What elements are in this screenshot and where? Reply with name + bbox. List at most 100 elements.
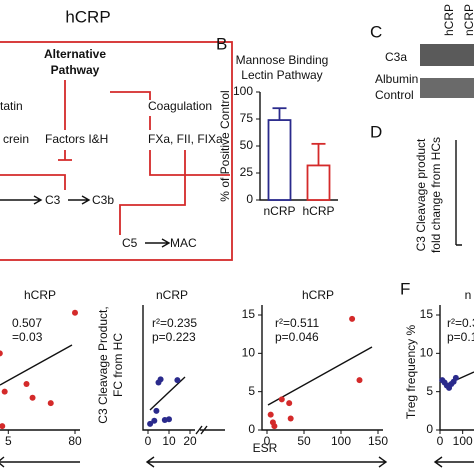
panel-f: F Treg frequency % n r²=0.3p=0.1 0 100 0 5 10 1… xyxy=(400,279,474,468)
point xyxy=(166,416,172,423)
y-tick-label: 100 xyxy=(233,84,253,98)
plot-title: hCRP xyxy=(24,288,56,302)
point xyxy=(0,350,3,357)
x-tick-label: 20 xyxy=(183,434,197,448)
row-label: Albumin xyxy=(375,72,418,86)
axis-label: Treg frequency % xyxy=(404,325,418,420)
x-tick-label: 80 xyxy=(68,434,82,448)
panel-b: B Mannose Binding Lectin Pathway % of Po… xyxy=(216,34,338,218)
stat-label: r²=0.511 xyxy=(275,316,319,330)
arrow xyxy=(0,150,230,235)
x-tick-label: hCRP xyxy=(302,204,334,218)
y-tick-label: 0 xyxy=(426,422,433,436)
x-tick-label: 5 xyxy=(5,434,12,448)
axis xyxy=(455,140,462,246)
lane-label: nCRP xyxy=(462,4,474,36)
stat-label: =0.03 xyxy=(12,330,43,344)
point xyxy=(47,400,54,407)
arrow xyxy=(433,456,474,468)
label: tatin xyxy=(0,99,23,113)
point xyxy=(157,376,164,383)
x-tick-label: 0 xyxy=(145,434,152,448)
label: Alternative xyxy=(44,47,106,61)
y-tick-label: 50 xyxy=(240,138,254,152)
label: FXa, FII, FIXa xyxy=(148,132,223,146)
bar xyxy=(306,164,331,201)
x-tick-label: 50 xyxy=(297,434,311,448)
plot-title: hCRP xyxy=(302,288,334,302)
point xyxy=(271,423,278,430)
panel-label: F xyxy=(400,279,410,298)
row-label: C3a xyxy=(385,50,407,64)
x-tick-label: 100 xyxy=(331,434,351,448)
label: Pathway xyxy=(51,63,100,77)
point xyxy=(174,377,181,384)
y-tick-label: 0 xyxy=(248,422,255,436)
axis xyxy=(142,305,195,431)
y-tick-label: 10 xyxy=(242,346,256,360)
stat-label: p=0.1 xyxy=(447,330,474,344)
panel-title: hCRP xyxy=(65,7,110,26)
stat-label: p=0.223 xyxy=(152,330,196,344)
y-tick-label: 25 xyxy=(240,165,254,179)
stat-label: r²=0.3 xyxy=(447,316,474,330)
point xyxy=(23,381,30,387)
point xyxy=(356,377,363,384)
axis-label: ESR xyxy=(253,441,278,455)
blot-band xyxy=(420,44,474,66)
axis-label: % of Positive Control xyxy=(218,90,232,201)
panel-c: C hCRP nCRP C3a Albumin Control xyxy=(370,4,474,102)
panel-label: D xyxy=(370,122,382,141)
box xyxy=(0,41,233,261)
chart-title: Lectin Pathway xyxy=(241,68,322,82)
axis-label: C3 Cleavage product xyxy=(414,138,428,251)
axis xyxy=(0,429,80,431)
fit-line xyxy=(0,344,73,386)
label: Coagulation xyxy=(148,99,212,113)
axis-label: FC from HC xyxy=(111,333,125,397)
point xyxy=(0,423,6,430)
stat-label: 0.507 xyxy=(12,316,42,330)
row-label: Control xyxy=(375,88,414,102)
lane-label: hCRP xyxy=(442,4,456,36)
point xyxy=(147,420,154,427)
label: crein xyxy=(3,132,29,146)
label: C5 xyxy=(122,236,138,250)
point xyxy=(349,315,356,322)
panel-e: C3 Cleavage Product, FC from HC ESR hCRP… xyxy=(0,288,388,468)
label: MAC xyxy=(170,236,197,250)
plot-title: nCRP xyxy=(156,288,188,302)
bar xyxy=(267,119,292,201)
x-tick-label: 0 xyxy=(264,434,271,448)
x-tick-label: 10 xyxy=(162,434,176,448)
panel-d: D C3 Cleavage product fold change from H… xyxy=(370,122,462,253)
stat-label: r²=0.235 xyxy=(152,316,197,330)
point xyxy=(278,396,285,403)
y-tick-label: 5 xyxy=(426,384,433,398)
point xyxy=(267,411,274,418)
y-tick-label: 0 xyxy=(246,192,253,206)
label: C3b xyxy=(92,193,114,207)
y-tick-label: 75 xyxy=(240,111,254,125)
y-tick-label: 10 xyxy=(420,346,434,360)
axis-break xyxy=(195,425,225,435)
axis-label: fold change from HCs xyxy=(429,137,443,253)
x-tick-label: nCRP xyxy=(263,204,295,218)
x-tick-label: 0 xyxy=(437,434,444,448)
chart-title: Mannose Binding xyxy=(236,53,329,67)
point xyxy=(153,407,160,414)
arrow xyxy=(64,80,151,130)
panel-label: C xyxy=(370,22,382,41)
fit-line xyxy=(267,346,373,406)
plot-title: n xyxy=(465,288,472,302)
point xyxy=(72,309,78,316)
panel-a: hCRP Alternative Pathway tatin Coagulati… xyxy=(0,7,233,261)
y-tick-label: 5 xyxy=(248,384,255,398)
label: C3 xyxy=(45,193,61,207)
blot-band xyxy=(420,78,474,98)
point xyxy=(29,394,36,401)
arrow xyxy=(0,195,171,248)
x-tick-label: 100 xyxy=(453,434,473,448)
point xyxy=(452,374,459,381)
y-tick-label: 15 xyxy=(420,307,434,321)
